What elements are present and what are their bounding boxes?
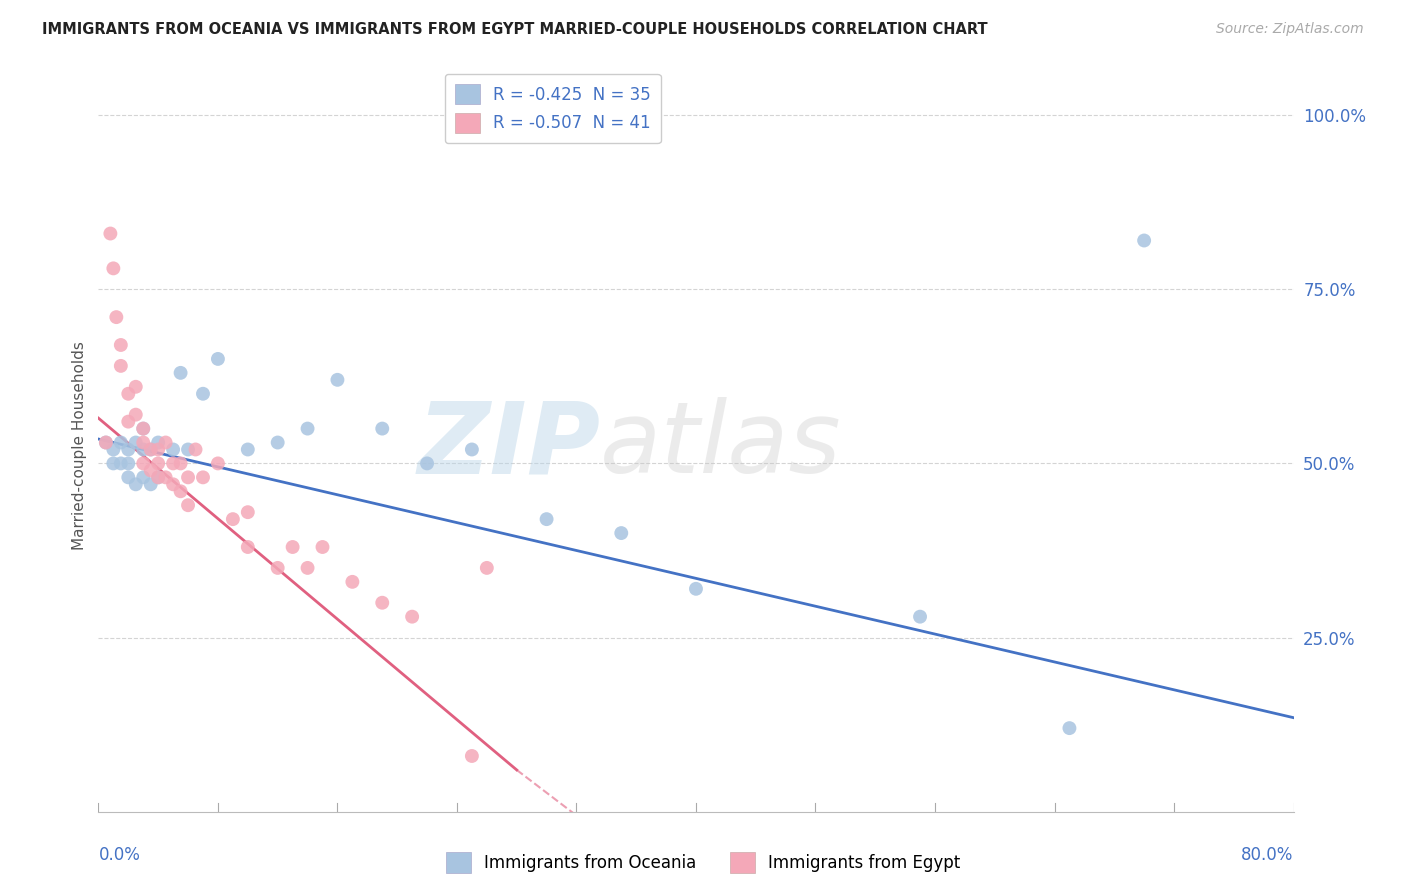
- Point: [132, 421, 155, 435]
- Point: [169, 484, 191, 499]
- Point: [132, 457, 155, 471]
- Point: [139, 477, 162, 491]
- Point: [110, 338, 132, 352]
- Point: [342, 574, 364, 589]
- Point: [139, 442, 162, 457]
- Text: 80.0%: 80.0%: [1241, 847, 1294, 864]
- Point: [184, 442, 207, 457]
- Text: IMMIGRANTS FROM OCEANIA VS IMMIGRANTS FROM EGYPT MARRIED-COUPLE HOUSEHOLDS CORRE: IMMIGRANTS FROM OCEANIA VS IMMIGRANTS FR…: [42, 22, 988, 37]
- Point: [155, 435, 177, 450]
- Point: [267, 435, 290, 450]
- Point: [117, 470, 139, 484]
- Point: [236, 505, 259, 519]
- Text: atlas: atlas: [600, 398, 842, 494]
- Point: [177, 442, 200, 457]
- Point: [311, 540, 333, 554]
- Point: [281, 540, 304, 554]
- Text: 0.0%: 0.0%: [98, 847, 141, 864]
- Point: [297, 421, 319, 435]
- Point: [207, 457, 229, 471]
- Point: [371, 421, 394, 435]
- Point: [105, 310, 128, 325]
- Point: [110, 435, 132, 450]
- Point: [139, 442, 162, 457]
- Point: [685, 582, 707, 596]
- Point: [610, 526, 633, 541]
- Text: Source: ZipAtlas.com: Source: ZipAtlas.com: [1216, 22, 1364, 37]
- Point: [94, 435, 117, 450]
- Point: [461, 442, 484, 457]
- Point: [117, 415, 139, 429]
- Point: [177, 470, 200, 484]
- Point: [132, 421, 155, 435]
- Point: [1059, 721, 1081, 735]
- Point: [132, 435, 155, 450]
- Point: [162, 442, 184, 457]
- Point: [110, 359, 132, 373]
- Point: [1133, 234, 1156, 248]
- Point: [103, 261, 125, 276]
- Point: [132, 470, 155, 484]
- Point: [98, 227, 122, 241]
- Point: [169, 457, 191, 471]
- Point: [191, 470, 214, 484]
- Point: [222, 512, 245, 526]
- Point: [326, 373, 349, 387]
- Point: [169, 366, 191, 380]
- Point: [148, 470, 170, 484]
- Point: [371, 596, 394, 610]
- Point: [416, 457, 439, 471]
- Point: [125, 435, 148, 450]
- Y-axis label: Married-couple Households: Married-couple Households: [72, 342, 87, 550]
- Point: [117, 442, 139, 457]
- Legend: R = -0.425  N = 35, R = -0.507  N = 41: R = -0.425 N = 35, R = -0.507 N = 41: [444, 74, 661, 143]
- Point: [162, 457, 184, 471]
- Point: [94, 435, 117, 450]
- Point: [536, 512, 558, 526]
- Point: [461, 749, 484, 764]
- Point: [125, 477, 148, 491]
- Point: [148, 442, 170, 457]
- Point: [148, 457, 170, 471]
- Point: [267, 561, 290, 575]
- Point: [103, 442, 125, 457]
- Point: [148, 470, 170, 484]
- Text: ZIP: ZIP: [418, 398, 600, 494]
- Point: [139, 463, 162, 477]
- Point: [207, 351, 229, 366]
- Point: [155, 470, 177, 484]
- Point: [103, 457, 125, 471]
- Point: [148, 435, 170, 450]
- Point: [110, 457, 132, 471]
- Point: [125, 380, 148, 394]
- Point: [117, 457, 139, 471]
- Point: [177, 498, 200, 512]
- Legend: Immigrants from Oceania, Immigrants from Egypt: Immigrants from Oceania, Immigrants from…: [439, 846, 967, 880]
- Point: [236, 442, 259, 457]
- Point: [236, 540, 259, 554]
- Point: [475, 561, 498, 575]
- Point: [297, 561, 319, 575]
- Point: [191, 386, 214, 401]
- Point: [125, 408, 148, 422]
- Point: [132, 442, 155, 457]
- Point: [162, 477, 184, 491]
- Point: [401, 609, 423, 624]
- Point: [117, 386, 139, 401]
- Point: [908, 609, 931, 624]
